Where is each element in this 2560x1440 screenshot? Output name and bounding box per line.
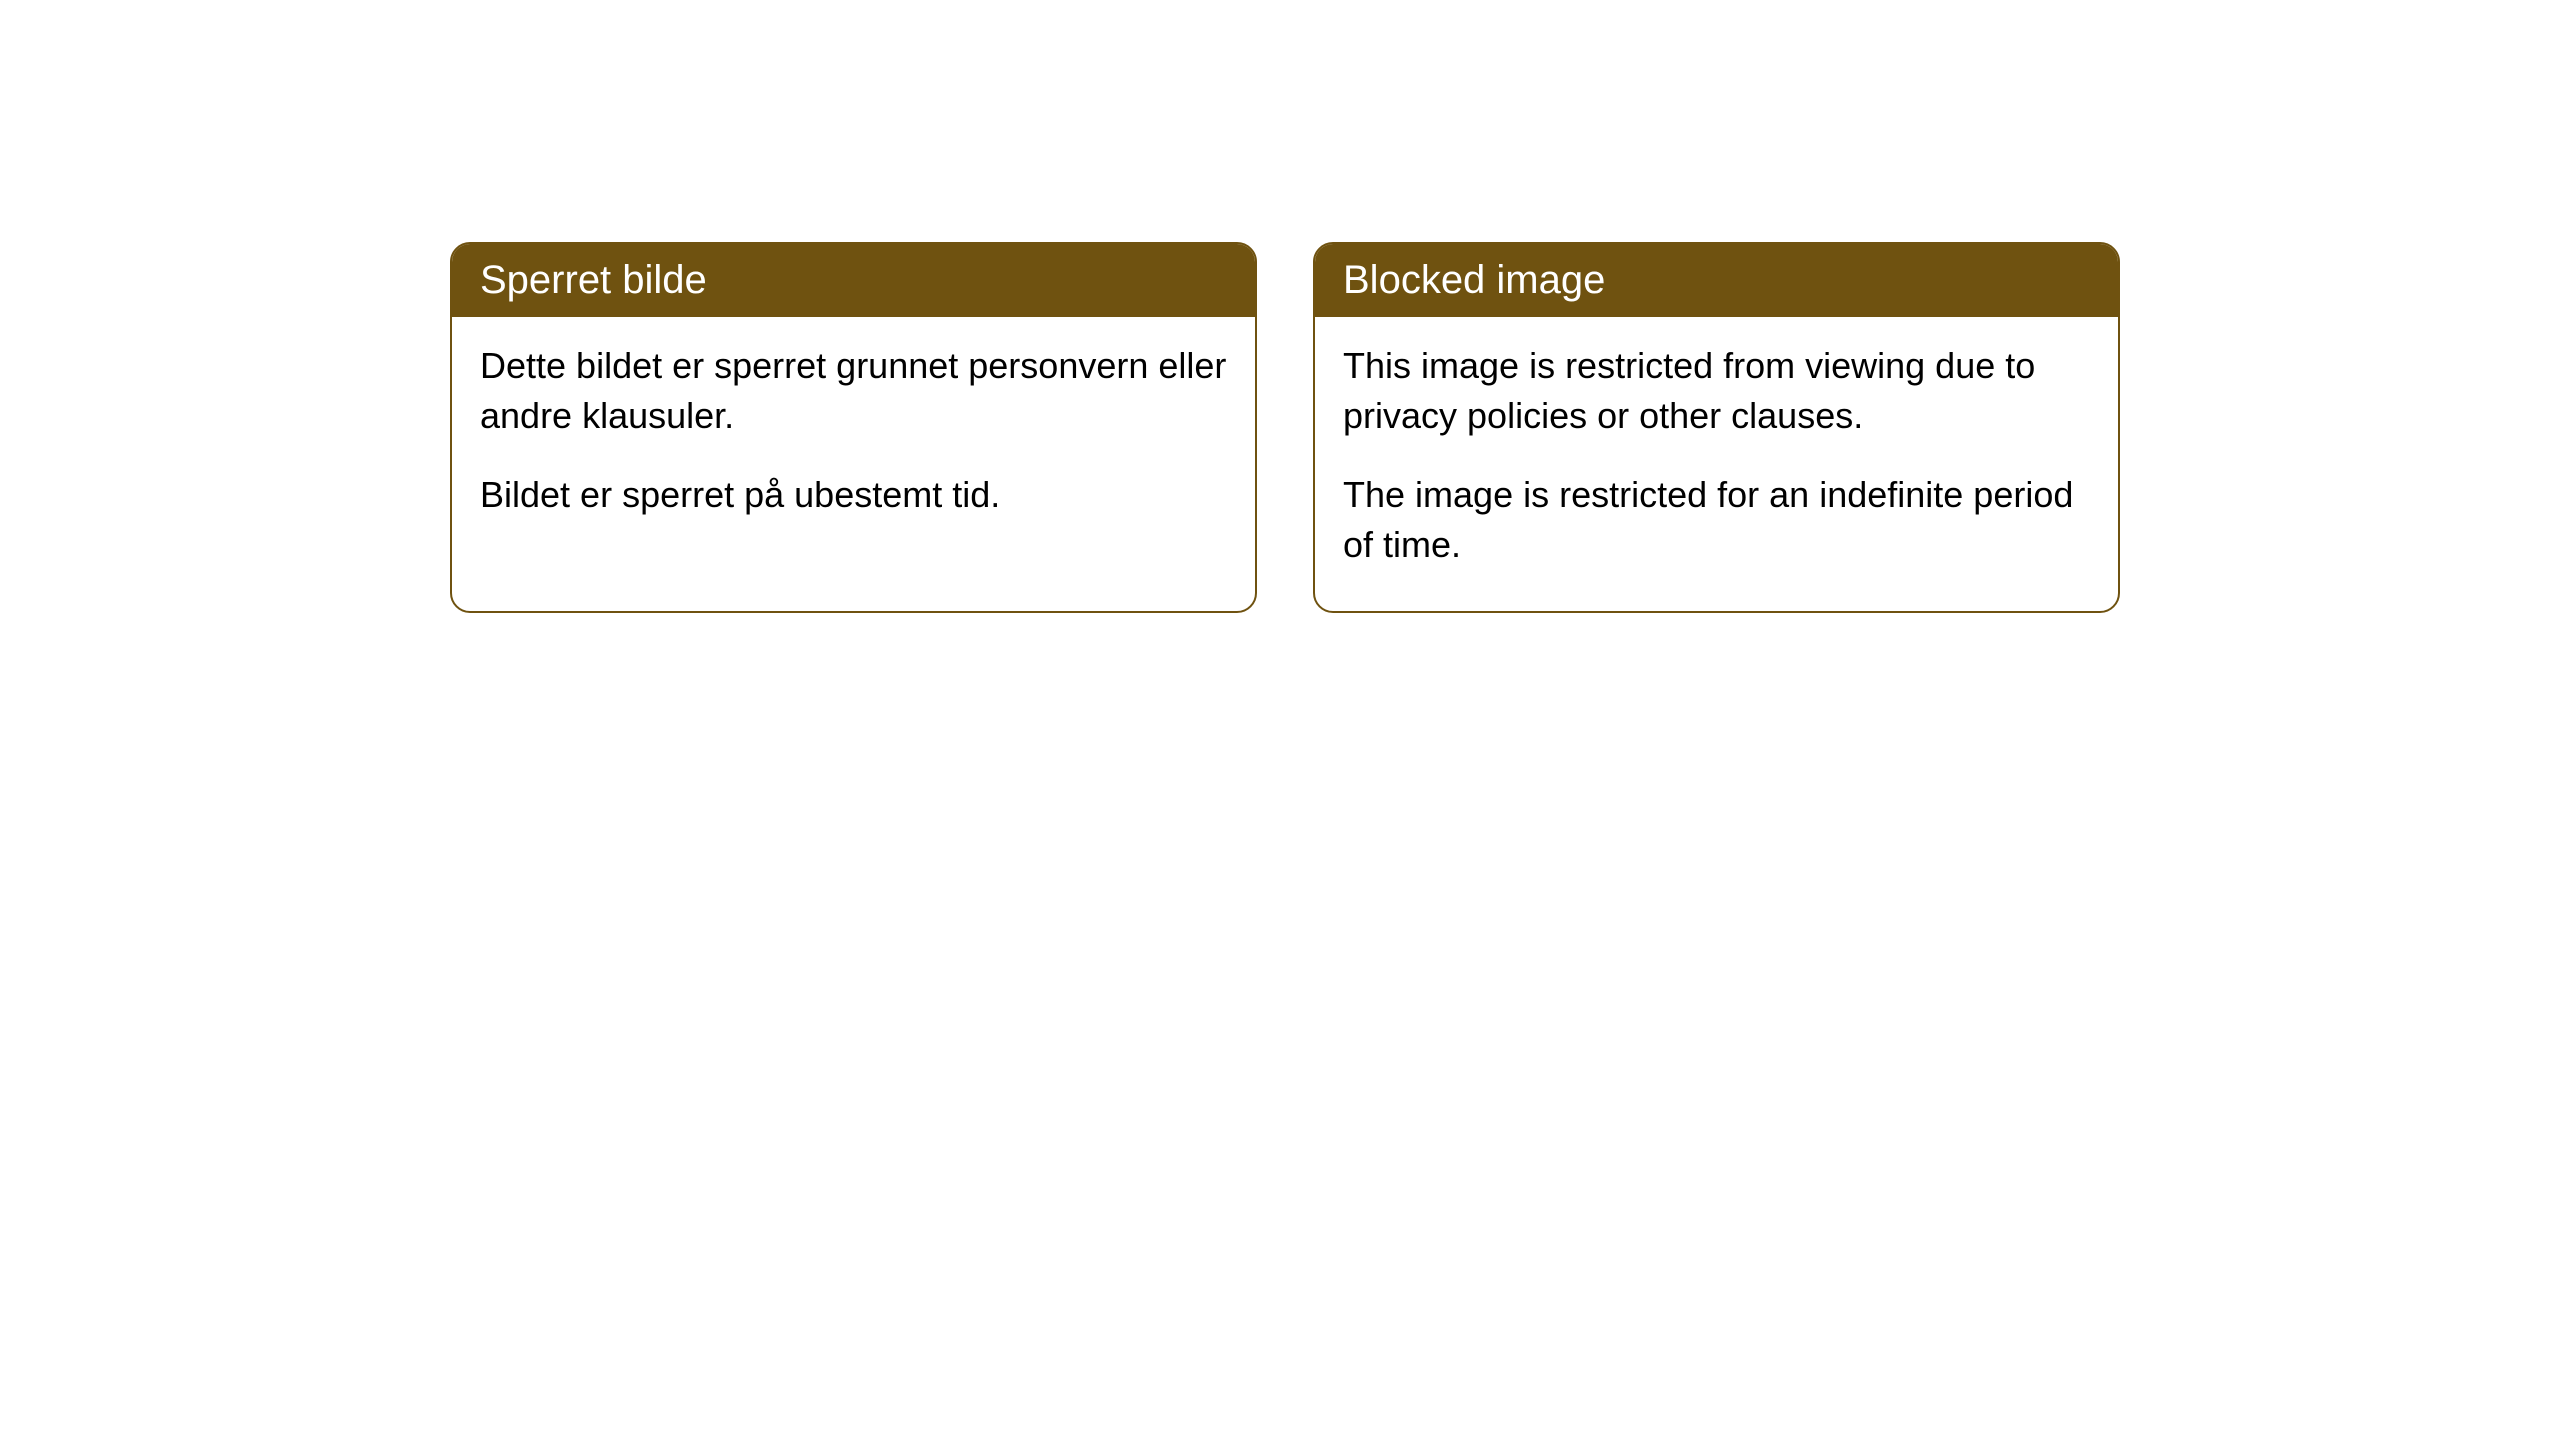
- card-paragraph: Bildet er sperret på ubestemt tid.: [480, 470, 1227, 520]
- card-title: Blocked image: [1315, 244, 2118, 317]
- card-paragraph: This image is restricted from viewing du…: [1343, 341, 2090, 442]
- notice-card-norwegian: Sperret bilde Dette bildet er sperret gr…: [450, 242, 1257, 613]
- card-paragraph: The image is restricted for an indefinit…: [1343, 470, 2090, 571]
- card-body: Dette bildet er sperret grunnet personve…: [452, 317, 1255, 560]
- card-title: Sperret bilde: [452, 244, 1255, 317]
- notice-card-english: Blocked image This image is restricted f…: [1313, 242, 2120, 613]
- card-body: This image is restricted from viewing du…: [1315, 317, 2118, 611]
- card-paragraph: Dette bildet er sperret grunnet personve…: [480, 341, 1227, 442]
- cards-container: Sperret bilde Dette bildet er sperret gr…: [0, 0, 2560, 613]
